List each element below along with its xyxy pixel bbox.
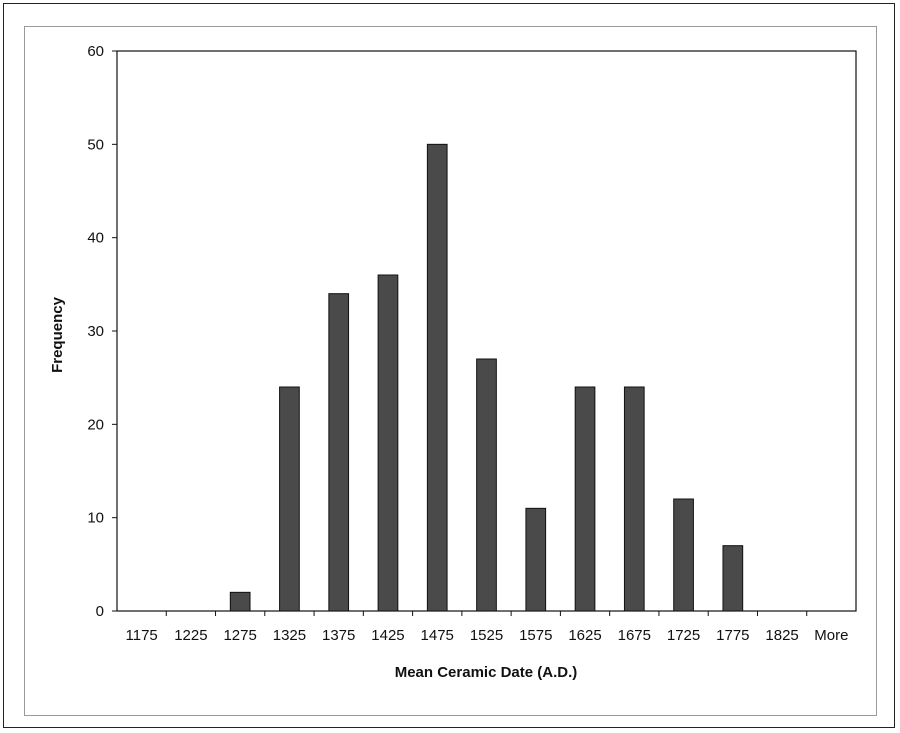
- y-tick-label: 40: [87, 230, 104, 247]
- y-tick-label: 50: [87, 136, 104, 153]
- bar-1375: [328, 293, 350, 612]
- y-axis-ticks: 0 10 20 30 40 50 60: [87, 43, 117, 620]
- bar-1625: [574, 386, 596, 612]
- y-axis-title: Frequency: [49, 296, 66, 373]
- x-tick-label-1225: 1225: [174, 627, 207, 644]
- bars: [229, 143, 744, 612]
- x-axis-ticks: 1175 1225 1275 1325 1375 1425 1475 1525 1575 1625…: [126, 611, 848, 644]
- x-tick-label-1775: 1775: [716, 627, 749, 644]
- x-tick-label-1475: 1475: [421, 627, 454, 644]
- bar-1575: [525, 507, 547, 612]
- x-tick-label-1625: 1625: [568, 627, 601, 644]
- y-tick-label: 20: [87, 416, 104, 433]
- inner-frame: [24, 26, 877, 716]
- x-tick-label-1175: 1175: [126, 627, 158, 644]
- x-tick-label-1575: 1575: [519, 627, 552, 644]
- x-tick-label-More: More: [814, 627, 848, 644]
- bar-1525: [476, 358, 497, 612]
- x-axis-title: Mean Ceramic Date (A.D.): [395, 664, 578, 681]
- bar-1675: [623, 386, 645, 612]
- x-tick-label-1725: 1725: [667, 627, 700, 644]
- x-tick-label-1425: 1425: [371, 627, 404, 644]
- y-tick-label: 0: [96, 603, 104, 620]
- x-tick-label-1825: 1825: [765, 627, 798, 644]
- x-tick-label-1275: 1275: [223, 627, 256, 644]
- bar-1425: [377, 274, 399, 612]
- bar-1775: [722, 545, 744, 612]
- y-tick-label: 10: [87, 510, 104, 527]
- y-tick-label: 60: [87, 43, 104, 60]
- outer-frame: [3, 3, 895, 728]
- bar-1475: [426, 143, 448, 612]
- bar-1325: [279, 386, 300, 612]
- bar-1275: [229, 591, 251, 612]
- y-tick-label: 30: [87, 323, 104, 340]
- x-tick-label-1525: 1525: [470, 627, 503, 644]
- bar-1725: [673, 498, 694, 612]
- x-tick-label-1675: 1675: [618, 627, 651, 644]
- x-tick-label-1325: 1325: [273, 627, 306, 644]
- x-tick-label-1375: 1375: [322, 627, 355, 644]
